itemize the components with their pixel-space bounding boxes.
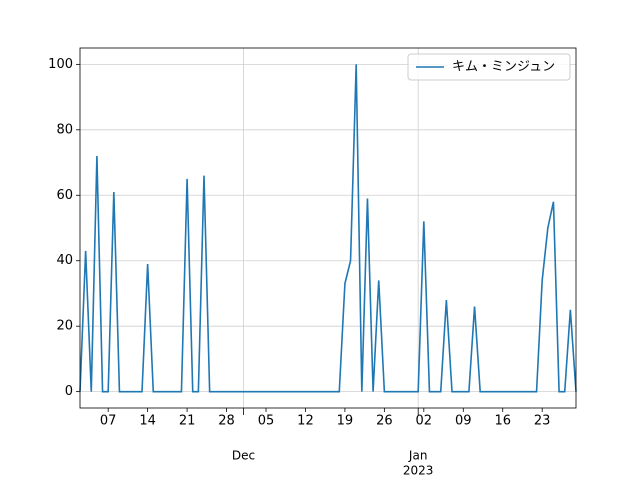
x-tick-label: 19 [337, 414, 354, 429]
x-tick-label: 07 [100, 414, 117, 429]
x-tick-label: 02 [416, 414, 433, 429]
x-month-label: Dec [232, 449, 255, 463]
legend-label: キム・ミンジュン [452, 60, 555, 75]
x-tick-label: 16 [494, 414, 511, 429]
legend: キム・ミンジュン [407, 53, 571, 81]
y-tick-label: 0 [65, 384, 73, 399]
x-tick-label: 28 [218, 414, 235, 429]
x-tick-label: 14 [139, 414, 156, 429]
plot-frame [79, 47, 577, 409]
x-tick-label: 05 [258, 414, 275, 429]
y-tick-label: 100 [48, 57, 73, 72]
x-tick-label: 12 [297, 414, 314, 429]
data-line [79, 64, 577, 393]
x-month-label: Jan [408, 449, 428, 463]
y-tick-label: 20 [56, 319, 73, 334]
y-tick-label: 40 [56, 253, 73, 268]
x-year-label: 2023 [403, 464, 434, 478]
x-tick-label: 26 [376, 414, 393, 429]
legend-box [407, 53, 571, 81]
x-tick-label: 21 [179, 414, 196, 429]
y-tick-label: 60 [56, 188, 73, 203]
x-tick-label: 09 [455, 414, 472, 429]
x-tick-label: 23 [534, 414, 551, 429]
y-tick-label: 80 [56, 122, 73, 137]
